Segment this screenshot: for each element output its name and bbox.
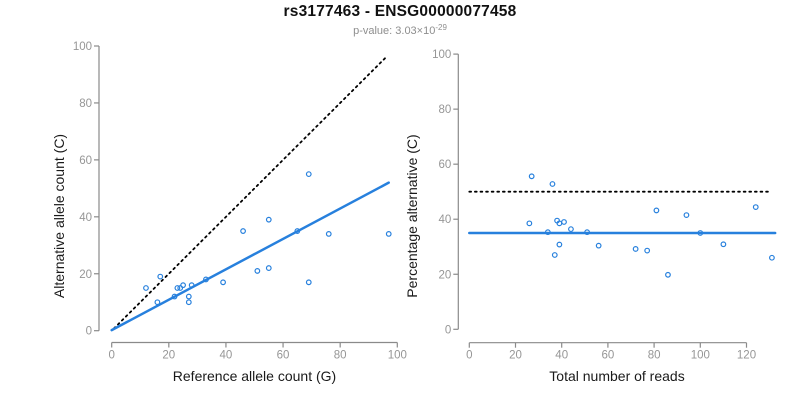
- y-tick-label: 80: [79, 98, 92, 110]
- data-point: [180, 282, 187, 289]
- regression-line: [110, 181, 390, 332]
- y-tick-label: 60: [79, 155, 92, 167]
- y-tick-label: 80: [439, 104, 452, 116]
- x-tick-label: 60: [602, 350, 615, 362]
- data-point: [203, 276, 209, 283]
- y-tick-label: 40: [439, 214, 452, 226]
- x-tick-label: 40: [220, 350, 233, 362]
- x-tick-label: 100: [691, 350, 710, 362]
- data-point: [752, 204, 759, 211]
- plot-title: rs3177463 - ENSG00000077458: [283, 3, 517, 20]
- data-point: [220, 279, 226, 286]
- y-tick-label: 0: [445, 324, 451, 336]
- data-point: [632, 246, 639, 252]
- y-tick-label: 0: [86, 326, 92, 338]
- data-point: [551, 252, 558, 258]
- data-point: [683, 212, 690, 218]
- identity-line: [113, 54, 389, 330]
- y-tick-label: 20: [439, 269, 452, 281]
- data-point: [294, 228, 301, 234]
- data-point: [568, 226, 574, 233]
- data-point: [185, 293, 192, 300]
- x-tick-label: 40: [555, 350, 568, 362]
- data-point: [584, 229, 591, 236]
- data-point: [595, 242, 602, 249]
- data-point: [697, 230, 704, 236]
- data-point: [157, 273, 164, 280]
- plot-subtitle: p-value: 3.03×10-29: [0, 23, 800, 37]
- data-point: [561, 219, 567, 225]
- x-tick-label: 100: [388, 350, 407, 362]
- y-tick-label: 100: [73, 41, 92, 53]
- data-point: [526, 220, 533, 227]
- data-point: [665, 271, 671, 278]
- data-point: [171, 293, 178, 300]
- pvalue-exponent: -29: [435, 23, 447, 32]
- data-point: [769, 254, 775, 261]
- x-tick-label: 80: [648, 350, 661, 362]
- data-point: [544, 229, 551, 236]
- data-point: [720, 241, 727, 248]
- y-tick-label: 20: [79, 269, 92, 281]
- data-point: [254, 268, 261, 274]
- alt-vs-ref-allele-count: 0 20 40 60 80 100 0 20 40 60 80 100 Reference allele…: [51, 41, 407, 384]
- data-point: [325, 231, 332, 237]
- y-axis-title: Percentage alternative (C): [404, 134, 420, 297]
- data-point: [644, 247, 651, 254]
- x-tick-label: 60: [277, 350, 290, 362]
- data-point: [154, 299, 161, 306]
- y-axis-title: Alternative allele count (C): [51, 134, 67, 298]
- data-point: [185, 299, 192, 306]
- data-point: [385, 231, 392, 237]
- data-point: [556, 241, 563, 248]
- data-point: [549, 181, 556, 187]
- data-point: [143, 285, 149, 291]
- data-point: [240, 228, 246, 234]
- data-point: [265, 216, 272, 223]
- x-axis-title: Total number of reads: [549, 368, 684, 384]
- x-tick-label: 20: [162, 350, 175, 362]
- x-tick-label: 0: [466, 350, 472, 362]
- y-tick-label: 60: [439, 159, 452, 171]
- data-point: [188, 282, 195, 289]
- pvalue-text: p-value: 3.03×10: [353, 25, 436, 37]
- x-tick-label: 0: [108, 350, 114, 362]
- x-tick-label: 80: [334, 350, 347, 362]
- x-tick-label: 120: [737, 350, 756, 362]
- percentage-alternative-vs-total-reads: 0 20 40 60 80 100 0 20 40 60 80 100 120 Total number …: [404, 49, 777, 384]
- data-point: [653, 207, 660, 214]
- x-tick-label: 20: [509, 350, 522, 362]
- y-tick-label: 40: [79, 212, 92, 224]
- x-axis-title: Reference allele count (G): [173, 368, 336, 384]
- data-point: [177, 285, 184, 291]
- data-point: [305, 171, 312, 178]
- data-point: [528, 173, 535, 180]
- data-point: [305, 279, 312, 286]
- data-point: [174, 285, 181, 291]
- data-point: [265, 265, 272, 271]
- y-tick-label: 100: [432, 49, 451, 61]
